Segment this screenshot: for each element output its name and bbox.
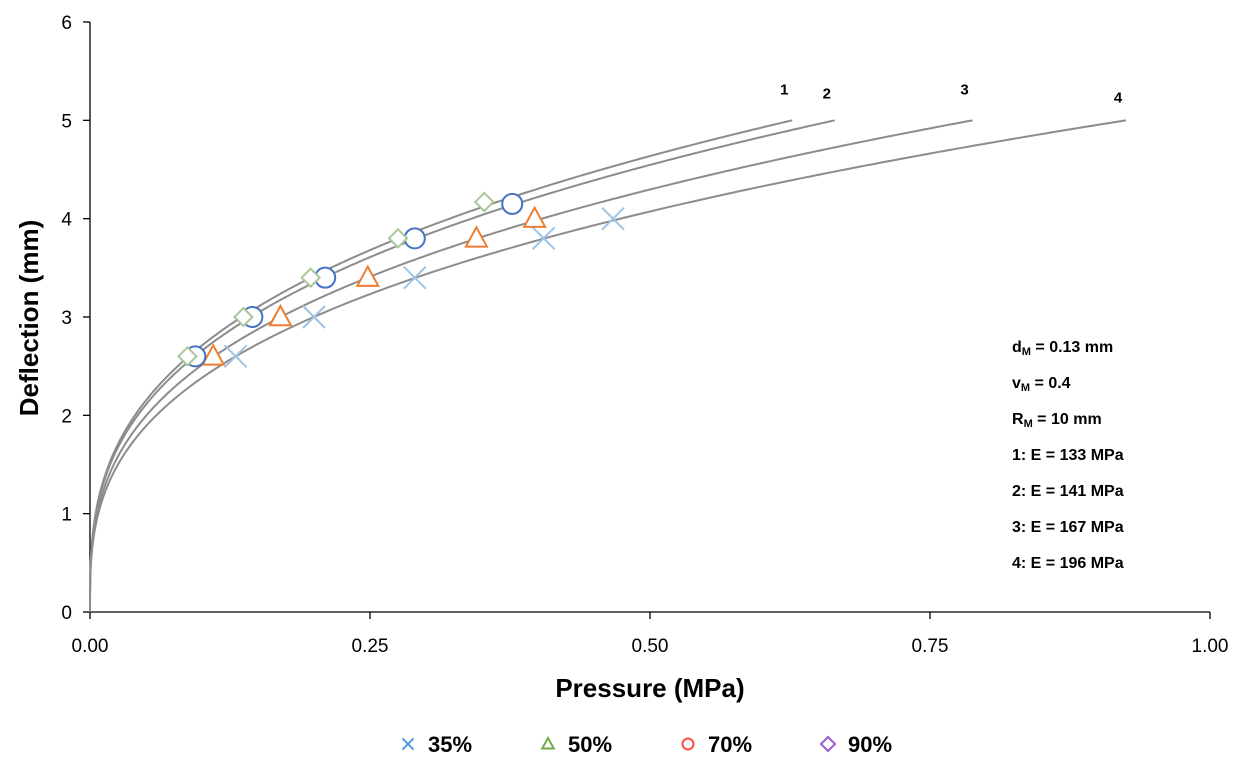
annotation-subscript: M (1024, 418, 1033, 430)
curve-label-3: 3 (960, 81, 968, 98)
annotation-ann2: vM = 0.4 (1012, 375, 1071, 394)
y-tick-label: 1 (61, 505, 72, 526)
legend-marker-50pct (540, 735, 556, 750)
legend-label-50pct: 50% (568, 732, 612, 757)
y-axis-title: Deflection (mm) (14, 220, 44, 416)
y-tick-label: 4 (61, 210, 72, 231)
x-axis-title: Pressure (MPa) (555, 673, 744, 703)
annotation-ann5: 2: E = 141 MPa (1012, 483, 1124, 500)
point-35pct-2 (403, 265, 427, 290)
model-curves (89, 119, 1127, 612)
legend-label-90pct: 90% (848, 732, 892, 757)
legend-item-50pct: 50% (540, 732, 612, 757)
annotation-ann1: dM = 0.13 mm (1012, 339, 1113, 358)
curve-label-4: 4 (1114, 89, 1123, 106)
point-70pct-4 (501, 192, 524, 215)
annotation-main: v (1012, 375, 1021, 392)
curve-2 (89, 119, 836, 612)
legend-item-90pct: 90% (819, 732, 892, 757)
point-35pct-4 (601, 206, 625, 231)
y-tick-label: 0 (61, 603, 72, 624)
annotation-rest: = 0.13 mm (1031, 339, 1113, 356)
annotation-rest: = 0.4 (1030, 375, 1071, 392)
point-50pct-1 (268, 303, 293, 327)
annotation-main: 2: E = 141 MPa (1012, 483, 1124, 500)
annotation-main: 4: E = 196 MPa (1012, 555, 1124, 572)
legend-marker-35pct (401, 737, 415, 751)
curve-labels: 1 2 3 4 (780, 81, 1123, 106)
curve-label-1: 1 (780, 81, 788, 98)
point-50pct-4 (522, 205, 547, 228)
annotation-main: 3: E = 167 MPa (1012, 519, 1124, 536)
legend: 35% 50% 70% 90% (401, 732, 892, 757)
annotation-rest: = 10 mm (1033, 411, 1102, 428)
point-50pct-3 (464, 225, 489, 248)
annotation-main: 1: E = 133 MPa (1012, 447, 1124, 464)
x-tick-label: 0.25 (352, 636, 389, 657)
curve-3 (89, 119, 973, 612)
point-50pct-2 (355, 264, 380, 287)
y-tick-label: 5 (61, 111, 72, 132)
point-35pct-3 (531, 226, 556, 251)
point-35pct-0 (223, 344, 248, 369)
legend-item-70pct: 70% (681, 732, 752, 757)
x-tick-label: 0.75 (912, 636, 949, 657)
legend-label-35pct: 35% (428, 732, 472, 757)
point-35pct-1 (302, 305, 326, 329)
axes: 0.00 0.25 0.50 0.75 1.00 0 1 2 3 4 5 6 (61, 13, 1228, 657)
annotation-ann6: 3: E = 167 MPa (1012, 519, 1124, 536)
annotation-ann7: 4: E = 196 MPa (1012, 555, 1124, 572)
y-tick-label: 3 (61, 308, 72, 329)
annotation-main: d (1012, 339, 1022, 356)
point-50pct-0 (201, 343, 226, 366)
point-90pct-3 (387, 227, 409, 249)
x-tick-label: 0.00 (72, 636, 109, 657)
x-tick-label: 0.50 (632, 636, 669, 657)
legend-item-35pct: 35% (401, 732, 472, 757)
point-90pct-0 (177, 345, 198, 367)
point-90pct-1 (233, 306, 254, 328)
annotation-ann4: 1: E = 133 MPa (1012, 447, 1124, 464)
legend-marker-90pct (819, 735, 837, 753)
point-90pct-2 (300, 267, 322, 289)
annotation-subscript: M (1021, 382, 1030, 394)
annotation-ann3: RM = 10 mm (1012, 411, 1102, 430)
legend-marker-70pct (681, 737, 695, 751)
annotation-subscript: M (1022, 346, 1031, 358)
y-tick-label: 6 (61, 13, 72, 34)
curve-label-2: 2 (823, 85, 831, 102)
annotation-main: R (1012, 411, 1024, 428)
legend-label-70pct: 70% (708, 732, 752, 757)
point-90pct-4 (473, 191, 495, 213)
curve-4 (89, 119, 1127, 612)
data-points (177, 191, 625, 369)
x-tick-label: 1.00 (1192, 636, 1229, 657)
y-tick-label: 2 (61, 406, 72, 427)
